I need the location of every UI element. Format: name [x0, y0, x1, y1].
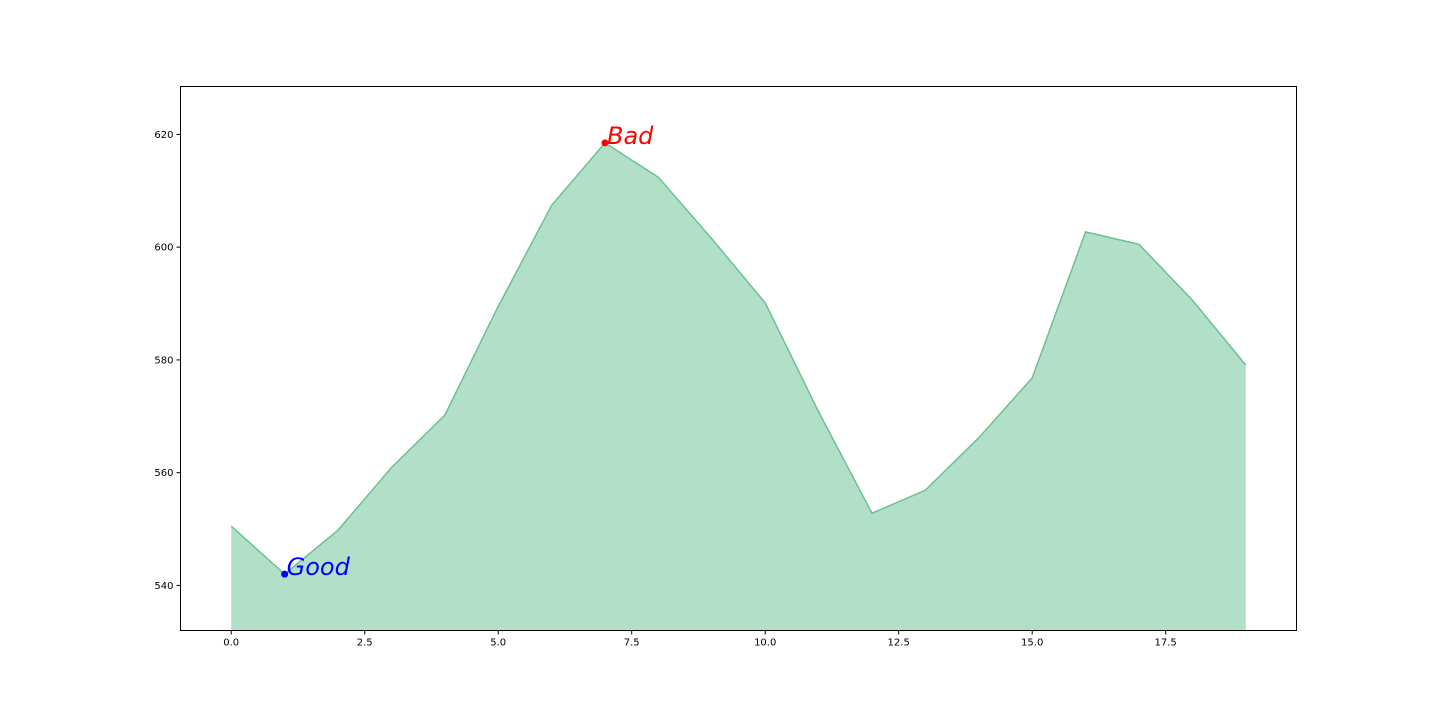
x-tick-label-3: 7.5 — [624, 638, 640, 649]
x-tick-label-4: 10.0 — [754, 638, 776, 649]
plot-area — [230, 141, 1247, 631]
y-tick-label-3: 600 — [154, 243, 173, 254]
area-fill-0 — [231, 142, 1246, 631]
y-axis: 540 560 580 600 620 — [154, 130, 181, 592]
y-tick-label-1: 560 — [154, 468, 173, 479]
x-axis: 0.0 2.5 5.0 7.5 10.0 12.5 15.0 17.5 — [223, 630, 1177, 649]
annotations: Good Bad — [281, 122, 654, 581]
x-tick-label-2: 5.0 — [490, 638, 506, 649]
good-label: Good — [287, 553, 351, 581]
y-tick-label-0: 540 — [154, 581, 173, 592]
bad-label: Bad — [607, 122, 654, 150]
x-tick-label-0: 0.0 — [223, 638, 239, 649]
good-marker — [281, 570, 289, 578]
y-tick-label-4: 620 — [154, 130, 173, 141]
x-tick-label-1: 2.5 — [357, 638, 373, 649]
x-tick-label-5: 12.5 — [888, 638, 910, 649]
x-tick-label-7: 17.5 — [1155, 638, 1177, 649]
bad-marker — [601, 139, 609, 147]
axes-frame — [180, 86, 1297, 631]
area-line-0 — [230, 141, 1247, 576]
x-tick-label-6: 15.0 — [1021, 638, 1043, 649]
y-tick-label-2: 580 — [154, 355, 173, 366]
